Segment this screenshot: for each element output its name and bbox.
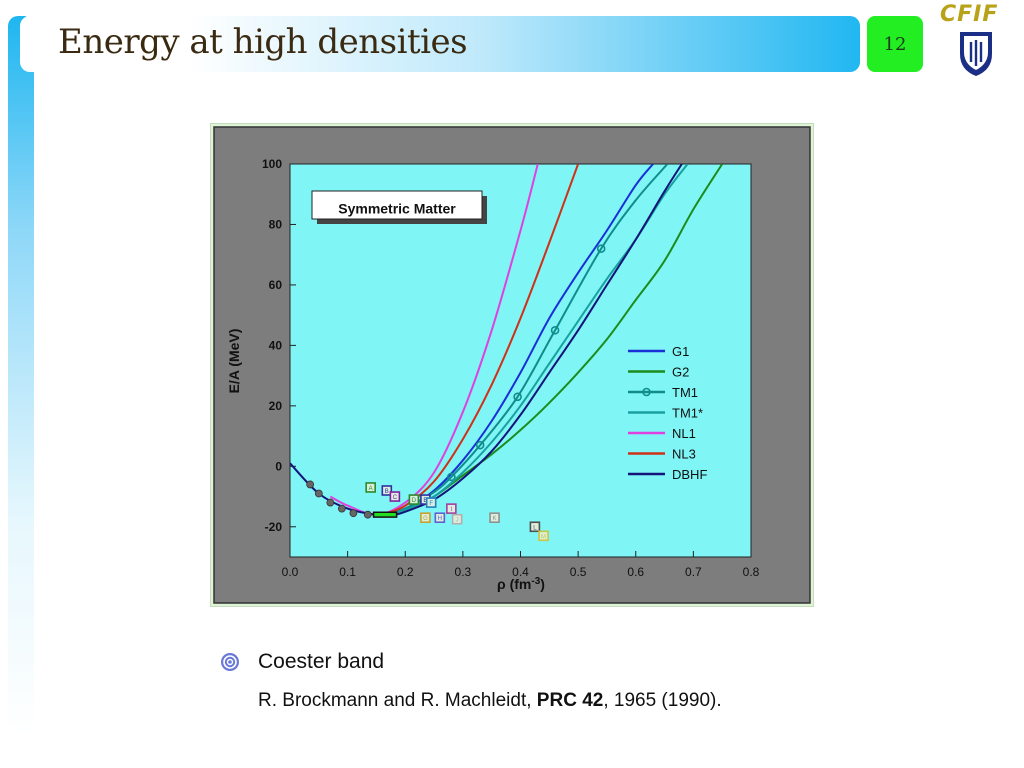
coester-point-marker [381, 485, 393, 496]
chart-marks: A BC D EF G H IJ K LM [290, 164, 724, 542]
series-point-tm1 [513, 392, 522, 402]
x-tick-label: 0.5 [570, 565, 587, 579]
coester-point-label: K [493, 516, 497, 522]
coester-point-label: B [385, 489, 389, 495]
legend-label: DBHF [672, 467, 707, 482]
coester-point-label: M [541, 534, 546, 540]
low-density-point [314, 489, 323, 498]
coester-point-marker [538, 530, 549, 542]
title-bar [20, 16, 860, 72]
legend-label: G2 [672, 365, 689, 380]
low-density-point [306, 480, 315, 489]
coester-point-marker [420, 512, 431, 524]
saturation-band [372, 511, 398, 518]
reference-authors: R. Brockmann and R. Machleidt, [258, 690, 537, 711]
y-tick-label: 80 [269, 217, 283, 231]
legend-label: TM1* [672, 406, 703, 421]
coester-point-label: J [456, 518, 459, 524]
coester-point-label: A [369, 486, 373, 492]
x-axis-label: ρ (fm-3) [497, 576, 545, 593]
legend-label: NL1 [672, 426, 696, 441]
coester-point-marker [446, 503, 457, 514]
accent-side-bar [8, 16, 34, 736]
page-number: 12 [883, 33, 907, 55]
plot-clipped-group: A BC D EF G H IJ K LM [290, 164, 724, 542]
coester-point-label: D [412, 498, 417, 504]
reference-rest: , 1965 (1990). [603, 690, 722, 711]
slide-title: Energy at high densities [58, 22, 468, 62]
y-axis-ticks: 100 80 60 40 20 0 -20 [262, 157, 296, 534]
y-tick-label: -20 [265, 520, 283, 534]
reference-line: R. Brockmann and R. Machleidt, PRC 42, 1… [258, 690, 722, 712]
y-tick-label: 40 [269, 338, 283, 352]
inset-label-box: Symmetric Matter [311, 190, 487, 224]
coester-point-label: F [429, 501, 433, 507]
x-tick-label: 0.7 [685, 565, 702, 579]
coester-point-marker [408, 494, 420, 505]
legend-label: TM1 [672, 385, 698, 400]
coester-point-label: H [438, 516, 442, 522]
coester-point-marker [489, 512, 500, 524]
page-number-badge: 12 [867, 16, 923, 72]
chart-legend: G1 G2 TM1 TM1* NL1 NL3 DBHF [628, 344, 707, 482]
y-tick-label: 100 [262, 157, 282, 171]
coester-point-marker [529, 521, 541, 533]
y-tick-label: 60 [269, 278, 283, 292]
x-axis-label-base: ρ (fm [497, 576, 531, 592]
coester-point-label: C [393, 495, 398, 501]
x-tick-label: 0.3 [455, 565, 472, 579]
coester-point-marker [434, 512, 446, 524]
legend-label: G1 [672, 344, 689, 359]
legend-label: NL3 [672, 447, 696, 462]
x-axis-ticks: 0.0 0.1 0.2 0.3 0.4 0.5 0.6 0.7 0.8 [282, 551, 760, 579]
coester-point-marker [451, 513, 463, 525]
cfif-logo-text: CFIF [940, 2, 999, 27]
x-tick-label: 0.6 [627, 565, 644, 579]
series-line-dbhf [290, 164, 683, 517]
low-density-point [337, 504, 346, 513]
low-density-point [349, 509, 358, 518]
bullet-text: Coester band [258, 650, 385, 673]
coester-point-marker [365, 482, 376, 493]
x-tick-label: 0.8 [743, 565, 760, 579]
coester-point-marker [425, 497, 437, 508]
coester-point-label: L [533, 525, 537, 531]
spiral-bullet-icon [221, 653, 239, 671]
y-tick-label: 20 [269, 399, 283, 413]
low-density-point [326, 498, 335, 507]
eos-chart: 100 80 60 40 20 0 -20 0.0 0.1 0.2 0.3 0.4 0.5 0.6 0.7… [209, 122, 815, 608]
x-tick-label: 0.1 [339, 565, 356, 579]
series-point-tm1 [596, 244, 606, 253]
x-tick-label: 0.2 [397, 565, 414, 579]
x-tick-label: 0.4 [512, 565, 529, 579]
reference-journal: PRC 42 [536, 690, 604, 711]
inset-label: Symmetric Matter [338, 201, 456, 217]
y-axis-label: E/A (MeV) [226, 329, 242, 394]
low-density-point [363, 510, 372, 519]
x-tick-label: 0.0 [282, 565, 299, 579]
university-shield-icon [960, 32, 992, 76]
x-axis-label-close: ) [540, 576, 545, 592]
series-point-tm1 [550, 325, 560, 335]
eos-figure: 100 80 60 40 20 0 -20 0.0 0.1 0.2 0.3 0.4 0.5 0.6 0.7… [209, 122, 815, 612]
series-point-tm1 [447, 472, 456, 482]
series-line-nl1 [329, 164, 539, 516]
series-point-tm1 [475, 440, 485, 450]
coester-point-label: E [423, 498, 427, 504]
coester-point-marker [389, 491, 401, 502]
x-axis-label-exponent: -3 [531, 576, 540, 587]
coester-point-label: G [423, 516, 428, 522]
y-tick-label: 0 [275, 459, 282, 473]
legend-marker [642, 387, 651, 397]
coester-point-label: I [451, 507, 453, 513]
